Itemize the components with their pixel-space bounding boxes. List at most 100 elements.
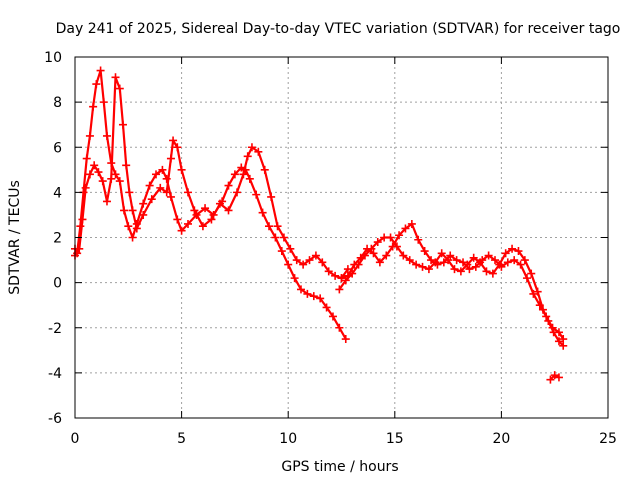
- data-point: [318, 258, 327, 267]
- data-point: [522, 274, 531, 283]
- data-point: [533, 287, 542, 296]
- x-tick-labels: 0 5 10 15 20 25: [71, 431, 617, 447]
- data-point: [290, 274, 299, 283]
- x-tick-label: 10: [279, 431, 297, 447]
- data-point: [284, 260, 293, 269]
- data-point: [102, 197, 111, 206]
- data-point: [125, 188, 134, 197]
- series-track-e: [546, 371, 563, 384]
- data-point: [98, 177, 107, 186]
- chart-grid: [75, 57, 608, 418]
- data-point: [527, 269, 536, 278]
- data-point: [459, 258, 468, 267]
- data-point: [328, 312, 337, 321]
- data-point: [245, 174, 254, 183]
- data-point: [382, 251, 391, 260]
- data-point: [92, 80, 101, 89]
- data-point: [414, 235, 423, 244]
- data-point: [279, 233, 288, 242]
- data-point: [546, 375, 555, 384]
- data-point: [102, 131, 111, 140]
- data-point: [122, 161, 131, 170]
- data-point: [76, 222, 85, 231]
- axis-ticks: [74, 56, 609, 419]
- data-point: [488, 269, 497, 278]
- data-point: [152, 170, 161, 179]
- data-point: [452, 256, 461, 265]
- chart-series: [71, 66, 568, 384]
- data-point: [510, 256, 519, 265]
- data-point: [420, 247, 429, 256]
- data-point: [335, 285, 344, 294]
- data-point: [311, 251, 320, 260]
- data-point: [341, 335, 350, 344]
- series-line: [73, 69, 347, 341]
- data-point: [559, 335, 568, 344]
- data-point: [277, 247, 286, 256]
- data-point: [215, 199, 224, 208]
- data-point: [166, 154, 175, 163]
- data-point: [247, 143, 256, 152]
- data-point: [173, 215, 182, 224]
- data-point: [469, 253, 478, 262]
- data-point: [177, 165, 186, 174]
- data-point: [559, 341, 568, 350]
- data-point: [548, 323, 557, 332]
- data-point: [162, 188, 171, 197]
- data-point: [139, 210, 148, 219]
- data-point: [497, 262, 506, 271]
- data-point: [550, 371, 559, 380]
- data-point: [324, 267, 333, 276]
- data-point: [243, 152, 252, 161]
- data-point: [78, 215, 87, 224]
- data-point: [115, 177, 124, 186]
- data-point: [388, 242, 397, 251]
- data-point: [111, 170, 120, 179]
- data-point: [96, 66, 105, 75]
- data-point: [514, 247, 523, 256]
- data-point: [273, 222, 282, 231]
- data-point: [254, 147, 263, 156]
- y-tick-labels: -6 -4 -2 0 2 4 6 8 10: [44, 50, 62, 427]
- data-point: [437, 249, 446, 258]
- data-point: [81, 183, 90, 192]
- data-point: [446, 251, 455, 260]
- data-point: [309, 292, 318, 301]
- series-line: [340, 222, 565, 341]
- data-point: [337, 274, 346, 283]
- data-point: [111, 73, 120, 82]
- data-point: [94, 168, 103, 177]
- data-point: [230, 170, 239, 179]
- data-point: [395, 231, 404, 240]
- data-point: [343, 271, 352, 280]
- data-point: [482, 267, 491, 276]
- x-tick-label: 5: [177, 431, 186, 447]
- data-point: [85, 170, 94, 179]
- data-point: [292, 256, 301, 265]
- data-point: [99, 98, 108, 107]
- x-tick-label: 15: [386, 431, 404, 447]
- data-point: [433, 260, 442, 269]
- y-tick-label: 0: [53, 276, 62, 292]
- data-point: [267, 192, 276, 201]
- data-point: [501, 249, 510, 258]
- data-point: [503, 258, 512, 267]
- data-point: [331, 271, 340, 280]
- data-point: [258, 208, 267, 217]
- data-point: [118, 120, 127, 129]
- data-point: [224, 181, 233, 190]
- data-point: [239, 170, 248, 179]
- data-point: [128, 206, 137, 215]
- y-tick-label: 8: [53, 95, 62, 111]
- data-point: [296, 285, 305, 294]
- x-tick-label: 20: [492, 431, 510, 447]
- data-point: [305, 256, 314, 265]
- data-point: [201, 204, 210, 213]
- data-point: [456, 267, 465, 276]
- data-point: [177, 226, 186, 235]
- y-tick-label: -4: [48, 366, 62, 382]
- data-point: [471, 262, 480, 271]
- data-point: [132, 224, 141, 233]
- data-point: [303, 289, 312, 298]
